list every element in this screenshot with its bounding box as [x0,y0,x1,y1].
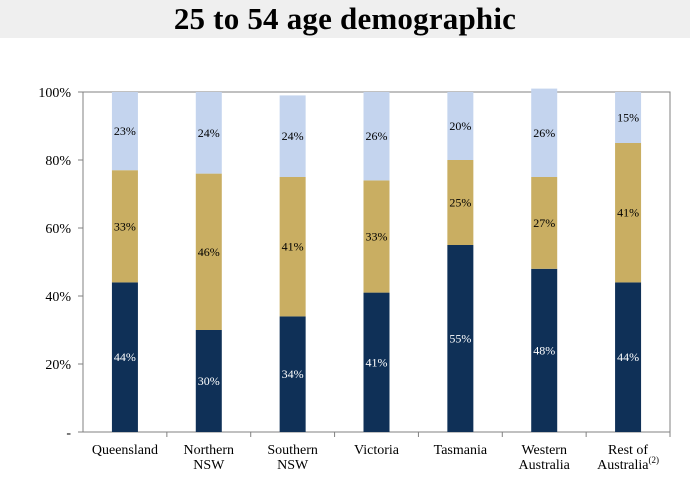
bar-segment [195,173,222,330]
data-label: 33% [114,219,136,233]
category-label: Australia [519,458,571,473]
data-label: 41% [617,206,639,220]
y-tick-label: 40% [45,290,71,305]
chart-title: 25 to 54 age demographic [173,1,517,36]
bar-segment [111,92,138,171]
bar-segment [531,88,558,177]
y-tick-label: 100% [38,86,71,101]
bar-segment [195,330,222,432]
bar-segment [615,92,642,143]
category-label: NSW [193,458,225,473]
data-label: 20% [449,119,471,133]
category-label: Australia(2) [597,455,659,473]
data-label: 34% [282,367,304,381]
data-label: 24% [282,129,304,143]
category-label: Northern [184,443,235,458]
data-label: 23% [114,124,136,138]
data-label: 27% [533,216,555,230]
bar-segment [447,160,474,245]
bar-segment [531,177,558,269]
data-label: 48% [533,343,555,357]
category-label: Rest of [608,443,648,458]
data-label: 44% [114,350,136,364]
data-label: 41% [282,240,304,254]
bar-segment [111,282,138,432]
bar-segment [615,282,642,432]
bar-segment [279,95,306,177]
bar-segment [363,92,390,181]
bar-segment [447,92,474,160]
data-label: 44% [617,350,639,364]
data-label: 24% [198,126,220,140]
category-label: Victoria [354,443,400,458]
category-label: Tasmania [434,443,488,458]
category-superscript: (2) [648,455,659,465]
data-label: 30% [198,374,220,388]
data-label: 55% [449,332,471,346]
data-label: 46% [198,245,220,259]
title-bar: 25 to 54 age demographic [0,0,690,38]
bar-segment [195,92,222,174]
category-label: Western [521,443,567,458]
data-label: 26% [533,126,555,140]
data-label: 41% [366,355,388,369]
bar-segment [279,316,306,432]
data-label: 26% [366,129,388,143]
bar-segment [363,292,390,432]
bar-segment [615,143,642,283]
data-label: 15% [617,111,639,125]
bar-segment [279,177,306,317]
y-tick-label: 20% [45,358,71,373]
category-label: Southern [267,443,318,458]
y-tick-label: 60% [45,222,71,237]
bar-segment [111,170,138,283]
bar-segment [447,245,474,432]
data-label: 33% [366,230,388,244]
y-tick-label: - [66,426,71,441]
category-label: Queensland [92,443,158,458]
y-tick-label: 80% [45,154,71,169]
data-label: 25% [449,196,471,210]
bar-segment [363,180,390,293]
category-label: NSW [277,458,309,473]
bar-segment [531,268,558,432]
